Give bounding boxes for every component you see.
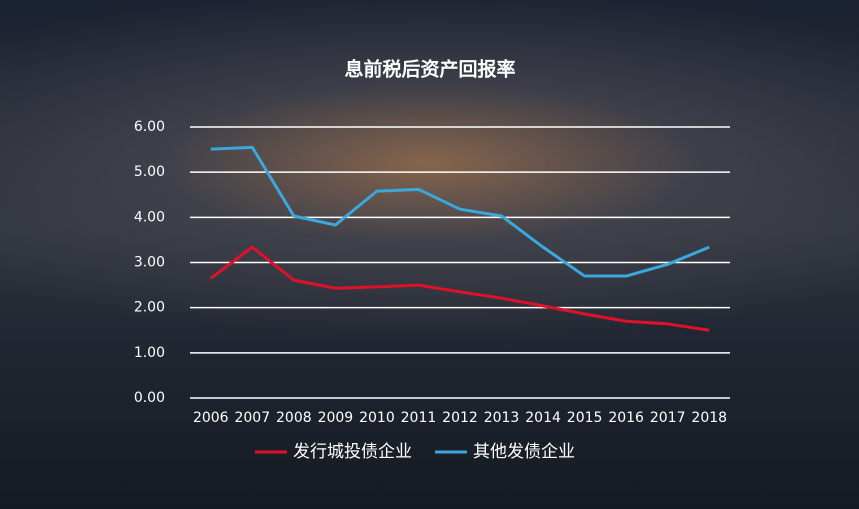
y-tick-label: 2.00 xyxy=(134,300,165,316)
x-tick-label: 2012 xyxy=(442,410,478,426)
x-tick-label: 2015 xyxy=(567,410,603,426)
y-tick-label: 0.00 xyxy=(134,390,165,406)
series-line xyxy=(210,145,710,278)
legend-label: 发行城投债企业 xyxy=(293,442,412,462)
y-tick-label: 6.00 xyxy=(134,119,165,135)
x-tick-label: 2018 xyxy=(691,410,727,426)
x-tick-label: 2016 xyxy=(608,410,644,426)
y-tick-label: 3.00 xyxy=(134,255,165,271)
x-tick-label: 2008 xyxy=(276,410,312,426)
x-tick-label: 2006 xyxy=(193,410,229,426)
x-tick-label: 2017 xyxy=(650,410,686,426)
chart-title: 息前税后资产回报率 xyxy=(344,58,515,81)
y-tick-label: 1.00 xyxy=(134,345,165,361)
x-tick-label: 2009 xyxy=(318,410,354,426)
y-tick-label: 4.00 xyxy=(134,209,165,225)
y-tick-label: 5.00 xyxy=(134,164,165,180)
x-tick-label: 2007 xyxy=(234,410,270,426)
x-tick-label: 2013 xyxy=(484,410,520,426)
x-tick-label: 2010 xyxy=(359,410,395,426)
x-tick-label: 2014 xyxy=(525,410,561,426)
x-tick-label: 2011 xyxy=(401,410,437,426)
series-line xyxy=(209,245,710,332)
legend-label: 其他发债企业 xyxy=(473,442,575,462)
